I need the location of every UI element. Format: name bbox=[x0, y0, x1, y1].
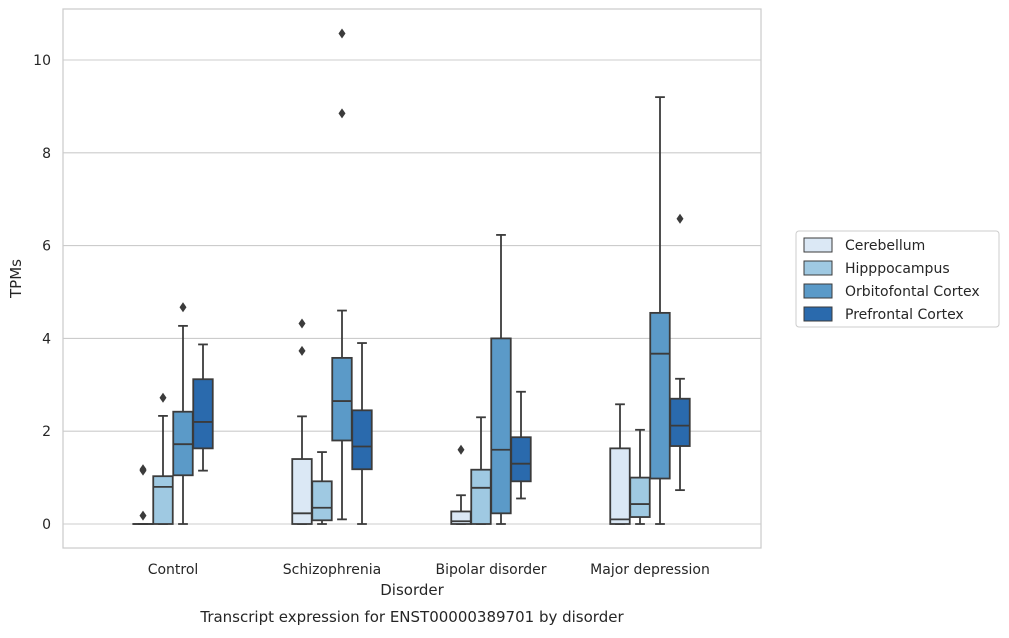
box-iqr bbox=[610, 448, 630, 524]
box-iqr bbox=[670, 399, 690, 446]
outlier-point bbox=[339, 108, 346, 118]
box-orbitofontal-cortex-0 bbox=[173, 302, 193, 524]
outlier-point bbox=[458, 445, 465, 455]
box-prefrontal-cortex-1 bbox=[352, 343, 372, 524]
box-iqr bbox=[193, 379, 213, 448]
outlier-point bbox=[339, 29, 346, 39]
box-orbitofontal-cortex-3 bbox=[650, 97, 670, 524]
x-tick-label: Bipolar disorder bbox=[435, 562, 546, 578]
y-tick-label: 6 bbox=[42, 239, 51, 255]
outlier-point bbox=[299, 319, 306, 329]
box-hipppocampus-1 bbox=[312, 452, 332, 524]
box-iqr bbox=[312, 481, 332, 520]
box-prefrontal-cortex-3 bbox=[670, 214, 690, 490]
box-orbitofontal-cortex-2 bbox=[491, 235, 511, 524]
box-iqr bbox=[332, 358, 352, 441]
outlier-point bbox=[677, 214, 684, 224]
x-axis-label: Disorder bbox=[380, 581, 444, 599]
box-cerebellum-0 bbox=[133, 464, 153, 524]
y-tick-label: 2 bbox=[42, 424, 51, 440]
legend: Cerebellum Hipppocampus Orbitofontal Corte… bbox=[796, 231, 999, 327]
y-tick-label: 8 bbox=[42, 146, 51, 162]
box-cerebellum-3 bbox=[610, 404, 630, 524]
box-iqr bbox=[451, 511, 471, 524]
outlier-point bbox=[140, 511, 147, 521]
box-iqr bbox=[630, 478, 650, 517]
chart-caption: Transcript expression for ENST0000038970… bbox=[199, 608, 624, 626]
y-tick-label: 10 bbox=[33, 53, 51, 69]
legend-label: Orbitofontal Cortex bbox=[845, 284, 980, 300]
box-prefrontal-cortex-2 bbox=[511, 392, 531, 499]
box-prefrontal-cortex-0 bbox=[193, 344, 213, 470]
legend-swatch bbox=[804, 238, 832, 252]
y-tick-label: 4 bbox=[42, 331, 51, 347]
y-tick-label: 0 bbox=[42, 517, 51, 533]
box-hipppocampus-3 bbox=[630, 430, 650, 524]
legend-label: Hipppocampus bbox=[845, 261, 950, 277]
outlier-point bbox=[160, 393, 167, 403]
box-cerebellum-1 bbox=[292, 319, 312, 524]
x-tick-label: Schizophrenia bbox=[283, 562, 381, 578]
x-tick-labels: Control Schizophrenia Bipolar disorder Majo… bbox=[148, 562, 710, 578]
legend-swatch bbox=[804, 284, 832, 298]
box-orbitofontal-cortex-1 bbox=[332, 29, 352, 520]
box-iqr bbox=[471, 470, 491, 524]
x-tick-label: Major depression bbox=[590, 562, 710, 578]
box-iqr bbox=[352, 410, 372, 469]
box-iqr bbox=[292, 459, 312, 524]
x-tick-label: Control bbox=[148, 562, 199, 578]
outlier-point bbox=[140, 464, 147, 474]
outlier-point bbox=[299, 346, 306, 356]
box-cerebellum-2 bbox=[451, 445, 471, 524]
legend-label: Prefrontal Cortex bbox=[845, 307, 964, 323]
box-hipppocampus-2 bbox=[471, 417, 491, 524]
legend-swatch bbox=[804, 261, 832, 275]
box-iqr bbox=[153, 476, 173, 524]
box-iqr bbox=[650, 313, 670, 479]
box-hipppocampus-0 bbox=[153, 393, 173, 524]
legend-label: Cerebellum bbox=[845, 238, 925, 254]
outlier-point bbox=[180, 302, 187, 312]
box-iqr bbox=[491, 338, 511, 513]
legend-swatch bbox=[804, 307, 832, 321]
y-axis-label: TPMs bbox=[7, 259, 25, 299]
boxes bbox=[133, 29, 690, 524]
box-iqr bbox=[511, 437, 531, 481]
y-tick-labels: 0 2 4 6 8 10 bbox=[33, 53, 51, 533]
